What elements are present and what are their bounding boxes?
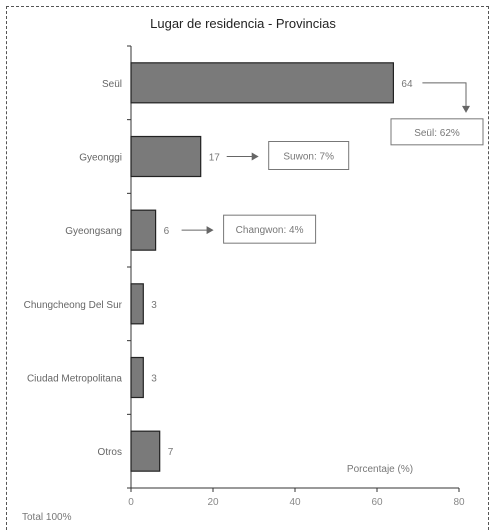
x-tick-label: 60 <box>371 497 383 508</box>
bar <box>130 283 144 325</box>
axes: 0 20 40 60 80 <box>127 45 465 508</box>
arrow-head <box>251 152 259 161</box>
arrow-head <box>462 105 470 113</box>
value-label: 6 <box>164 226 170 237</box>
value-label: 3 <box>151 300 157 311</box>
annotation-text: Changwon: 4% <box>236 225 304 236</box>
bar <box>130 135 202 178</box>
x-tick-label: 80 <box>453 497 465 508</box>
bar <box>130 356 144 399</box>
x-tick-label: 20 <box>207 497 219 508</box>
category-label: Seül <box>102 79 122 90</box>
annotation-box <box>390 118 484 146</box>
annotations: Seül: 62% Suwon: 7% Changwon: 4% <box>181 82 484 244</box>
bar <box>130 209 157 251</box>
category-label: Ciudad Metropolitana <box>27 374 122 385</box>
arrow-line <box>422 82 467 107</box>
bar <box>130 430 161 472</box>
annotation-box <box>268 141 350 170</box>
arrow-head <box>206 226 214 235</box>
category-label: Chungcheong Del Sur <box>24 300 123 311</box>
category-label: Otros <box>98 447 122 458</box>
chart-frame <box>6 6 489 530</box>
total-note: Total 100% <box>22 512 72 523</box>
value-label: 3 <box>151 374 157 385</box>
annotation-text: Suwon: 7% <box>283 152 334 163</box>
labels: Seül 64 Gyeonggi 17 Gyeongsang 6 Chungcheong D… <box>24 79 413 458</box>
bar <box>130 62 394 104</box>
category-label: Gyeonggi <box>79 153 122 164</box>
x-tick-label: 40 <box>289 497 301 508</box>
bars <box>130 62 394 472</box>
chart-title: Lugar de residencia - Provincias <box>150 16 336 31</box>
annotation-text: Seül: 62% <box>414 128 460 139</box>
value-label: 17 <box>209 153 221 164</box>
value-label: 64 <box>401 79 413 90</box>
value-label: 7 <box>168 447 174 458</box>
category-label: Gyeongsang <box>65 226 122 237</box>
x-axis-title: Porcentaje (%) <box>347 464 413 475</box>
x-tick-label: 0 <box>128 497 134 508</box>
annotation-box <box>223 214 317 244</box>
